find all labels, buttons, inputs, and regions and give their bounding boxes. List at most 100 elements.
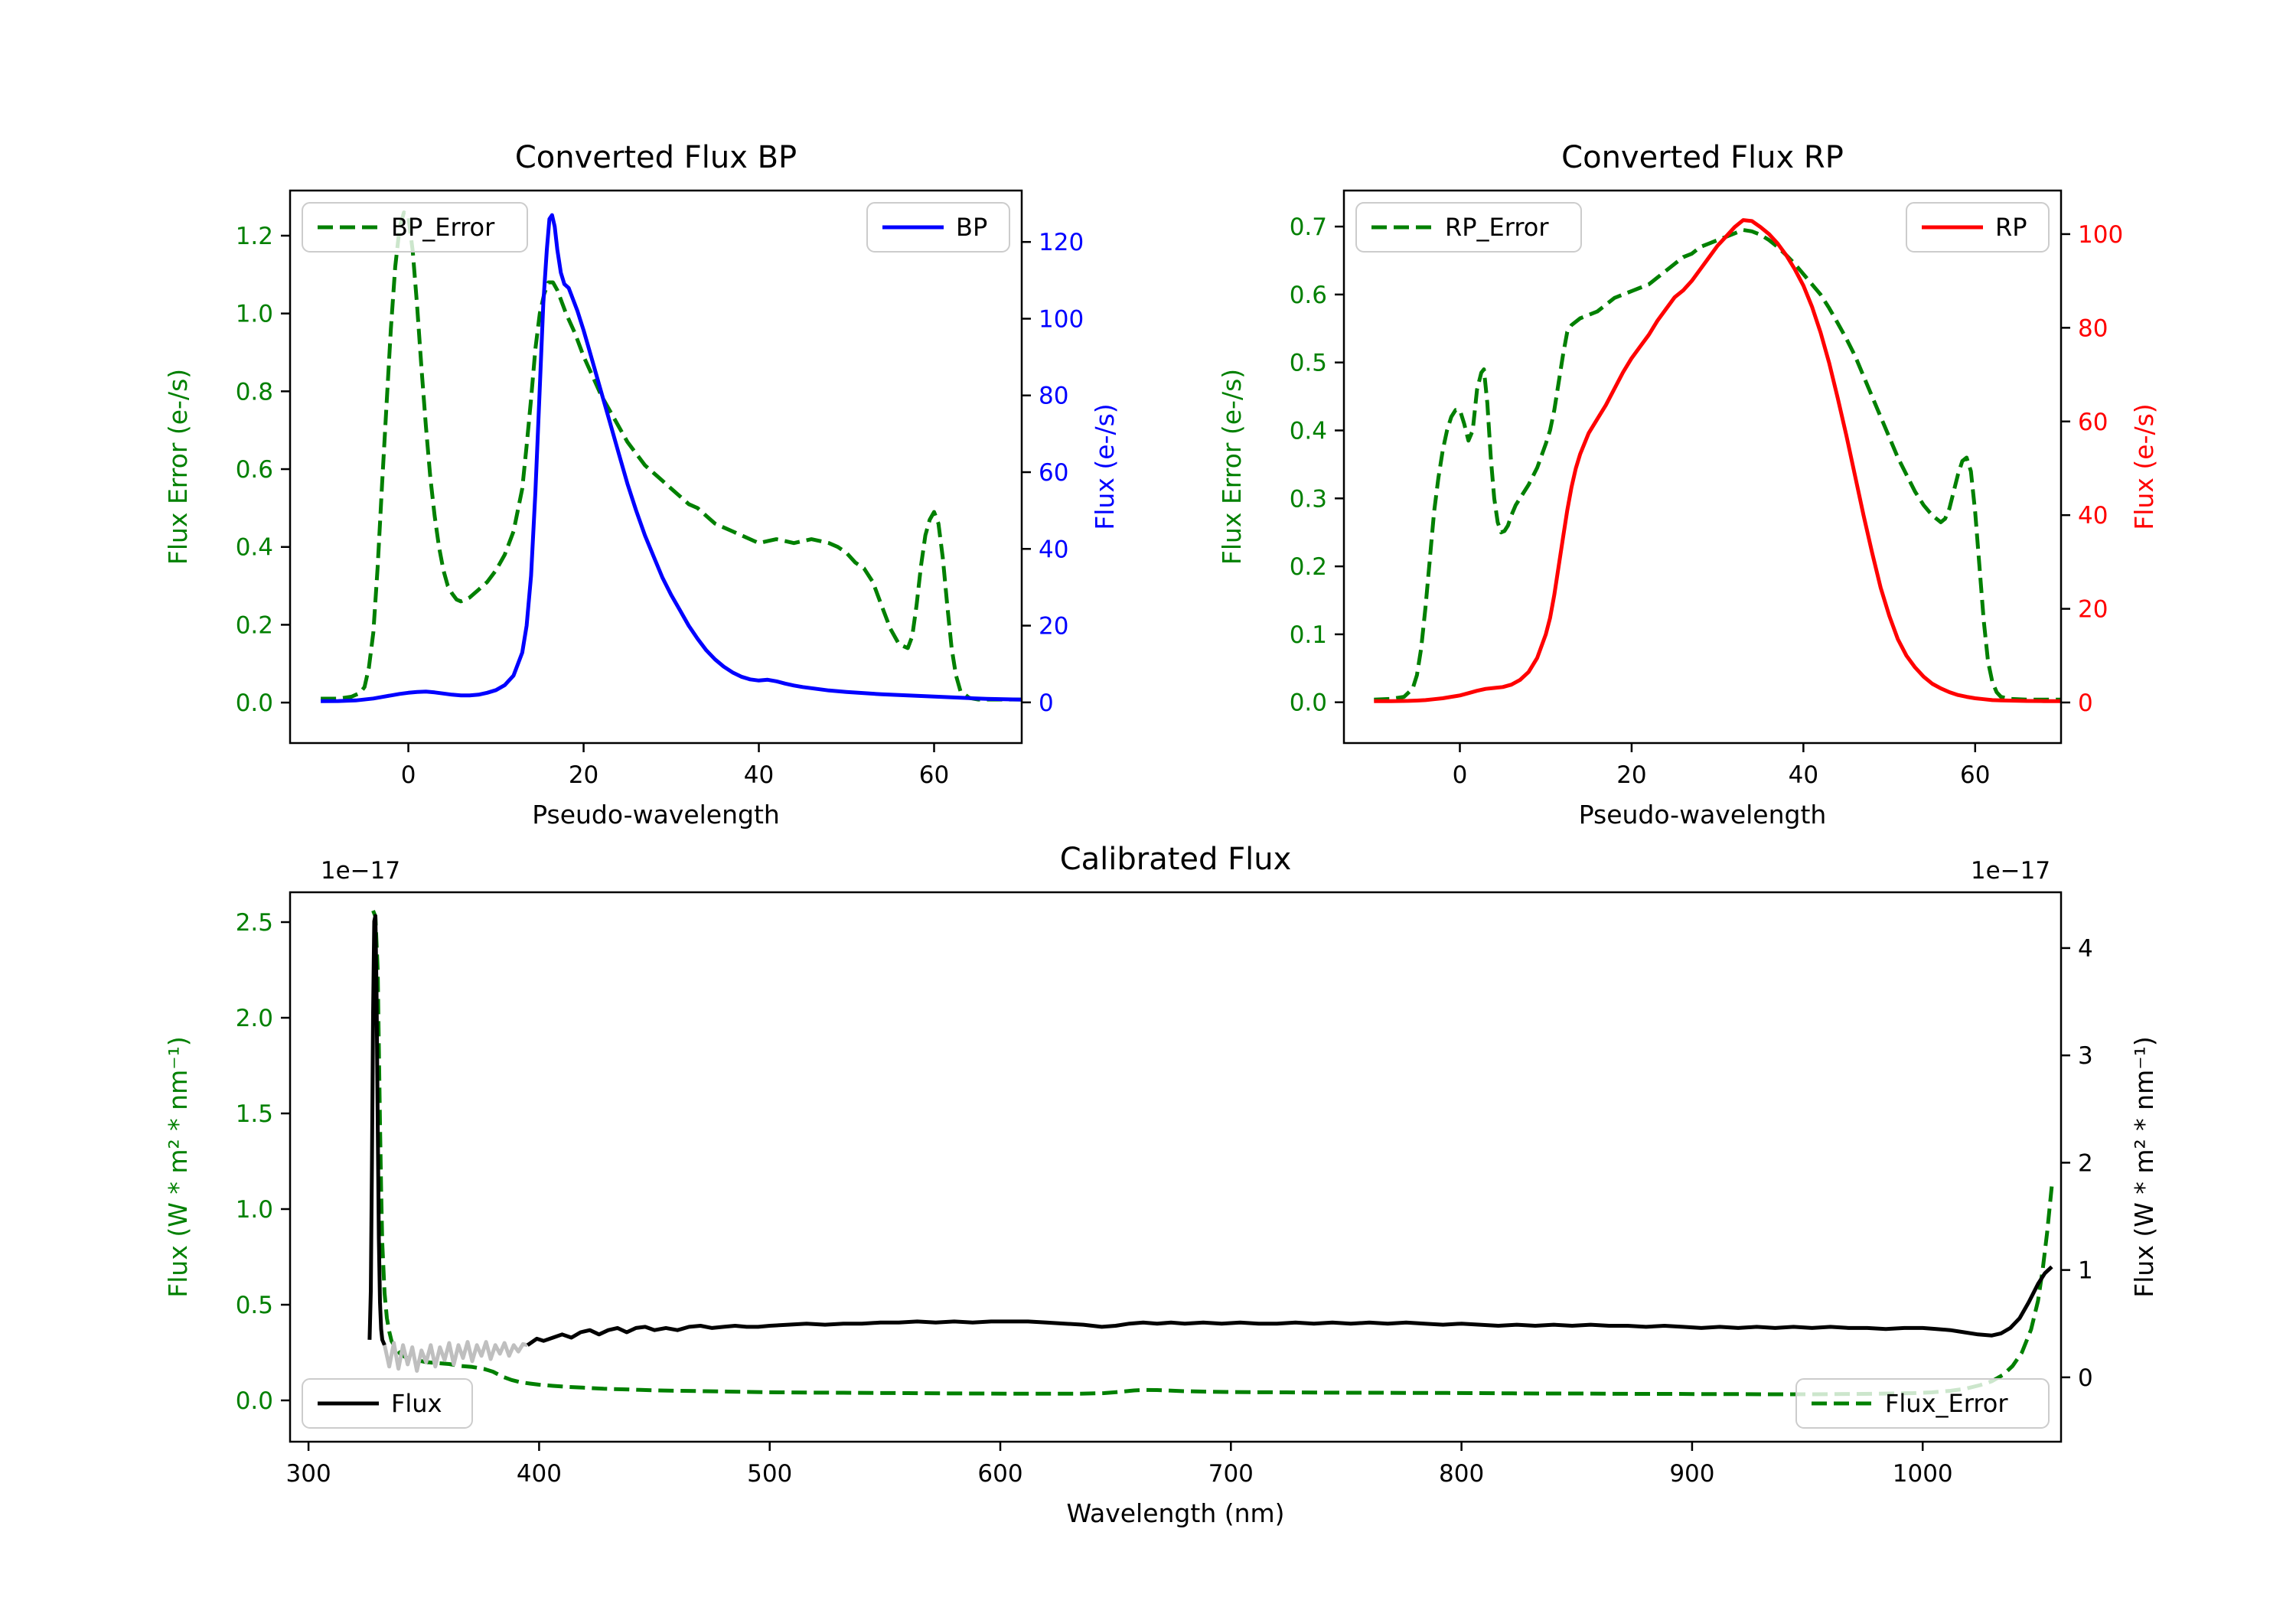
left-tick-label: 0.0	[236, 1387, 273, 1415]
left-tick-label: 0.5	[236, 1292, 273, 1319]
right-tick-label: 100	[2078, 221, 2123, 249]
plot-area-bp	[321, 210, 1022, 703]
x-tick-label: 60	[1960, 761, 1990, 789]
legend-box	[1355, 202, 1582, 253]
series-BP	[321, 213, 1022, 703]
x-axis-label: Pseudo-wavelength	[1579, 800, 1827, 830]
right-tick-label: 2	[2078, 1149, 2093, 1177]
right-axis-label: Flux (e-/s)	[2129, 403, 2159, 530]
left-tick-label: 1.2	[236, 223, 273, 250]
chart-bp: 0 20 40 60 0.0 0.2 0.4 0.6 0.8 1.0 1.2 0 20 40 60 80 100…	[163, 140, 1120, 830]
chart-title-cal: Calibrated Flux	[1060, 842, 1292, 877]
right-tick-label: 60	[2078, 409, 2108, 436]
chart-rp: 0 20 40 60 0.0 0.1 0.2 0.3 0.4 0.5 0.6 0.7 0 20 40 60 80…	[1217, 140, 2159, 830]
series-BP_Error	[321, 210, 1022, 702]
series-Flux_uv_spike	[367, 914, 386, 1346]
x-tick-label: 500	[747, 1460, 792, 1488]
left-tick-label: 0.6	[236, 456, 273, 484]
left-tick-label: 0.3	[1290, 485, 1327, 513]
right-tick-label: 120	[1039, 229, 1084, 256]
left-tick-label: 1.5	[236, 1100, 273, 1128]
left-tick-label: 0.4	[236, 534, 273, 562]
x-tick-label: 1000	[1893, 1460, 1953, 1488]
right-tick-label: 40	[1039, 536, 1068, 563]
legend-label: Flux_Error	[1885, 1389, 2008, 1418]
x-tick-label: 800	[1439, 1460, 1484, 1488]
right-axis-label: Flux (W * m² * nm⁻¹)	[2129, 1036, 2159, 1298]
left-tick-label: 1.0	[236, 301, 273, 328]
left-tick-label: 2.5	[236, 909, 273, 937]
axes-frame-bp	[289, 189, 1023, 745]
left-tick-label: 0.2	[236, 611, 273, 639]
legend-BP: BP	[866, 202, 1010, 253]
legend-Flux_Error: Flux_Error	[1795, 1378, 2050, 1429]
left-axis-label: Flux Error (e-/s)	[1217, 369, 1247, 565]
x-tick-label: 900	[1669, 1460, 1714, 1488]
legend-label: RP	[1995, 213, 2027, 242]
right-tick-label: 100	[1039, 305, 1084, 333]
x-axis-label: Wavelength (nm)	[1066, 1498, 1284, 1528]
axes-frame-cal	[289, 891, 2063, 1443]
legend-BP_Error: BP_Error	[302, 202, 528, 253]
legend-label: RP_Error	[1445, 213, 1549, 242]
legend-label: BP	[956, 213, 987, 242]
x-tick-label: 300	[286, 1460, 331, 1488]
left-tick-label: 0.0	[236, 689, 273, 717]
series-RP	[1374, 218, 2061, 703]
left-offset-text: 1e−17	[321, 857, 400, 885]
right-tick-label: 4	[2078, 935, 2093, 963]
plot-area-cal	[367, 910, 2054, 1397]
right-tick-label: 20	[2078, 596, 2108, 624]
legend-label: Flux	[391, 1389, 442, 1418]
x-tick-label: 20	[569, 761, 598, 789]
left-tick-label: 0.0	[1290, 689, 1327, 717]
right-tick-label: 0	[2078, 689, 2093, 717]
right-tick-label: 1	[2078, 1257, 2093, 1285]
legend-Flux: Flux	[302, 1378, 473, 1429]
right-tick-label: 80	[1039, 383, 1068, 410]
left-tick-label: 0.5	[1290, 350, 1327, 377]
right-tick-label: 0	[2078, 1364, 2093, 1392]
legend-box	[1795, 1378, 2050, 1429]
left-tick-label: 0.2	[1290, 553, 1327, 581]
legend-box	[302, 1378, 473, 1429]
legend-RP_Error: RP_Error	[1355, 202, 1582, 253]
series-Flux	[526, 1265, 2053, 1347]
right-tick-label: 40	[2078, 502, 2108, 530]
x-tick-label: 400	[517, 1460, 562, 1488]
right-tick-label: 60	[1039, 459, 1068, 487]
left-tick-label: 0.8	[236, 378, 273, 406]
right-tick-label: 20	[1039, 613, 1068, 641]
left-axis-label: Flux Error (e-/s)	[163, 369, 193, 565]
plot-area-rp	[1374, 218, 2061, 703]
x-tick-label: 0	[1453, 761, 1468, 789]
left-axis-label: Flux (W * m² * nm⁻¹)	[163, 1036, 193, 1298]
left-tick-label: 0.4	[1290, 417, 1327, 445]
left-tick-label: 1.0	[236, 1196, 273, 1224]
right-offset-text: 1e−17	[1971, 857, 2050, 885]
legend-label: BP_Error	[391, 213, 495, 242]
chart-cal: 300 400 500 600 700 800 900 1000 0.0 0.5 1.0 1.5 2.0…	[163, 842, 2159, 1528]
left-tick-label: 2.0	[236, 1005, 273, 1032]
x-tick-label: 40	[744, 761, 774, 789]
x-tick-label: 0	[401, 761, 416, 789]
x-tick-label: 40	[1789, 761, 1818, 789]
axes-frame-rp	[1342, 189, 2063, 745]
legend-RP: RP	[1906, 202, 2050, 253]
left-tick-label: 0.6	[1290, 282, 1327, 309]
x-tick-label: 20	[1616, 761, 1646, 789]
series-Flux_uv_region	[383, 1340, 528, 1373]
left-tick-label: 0.1	[1290, 621, 1327, 649]
series-RP_Error	[1374, 228, 2061, 702]
chart-title-bp: Converted Flux BP	[515, 140, 797, 175]
chart-title-rp: Converted Flux RP	[1561, 140, 1844, 175]
right-tick-label: 0	[1039, 689, 1054, 717]
right-axis-label: Flux (e-/s)	[1090, 403, 1120, 530]
x-tick-label: 600	[977, 1460, 1022, 1488]
x-axis-label: Pseudo-wavelength	[532, 800, 780, 830]
right-tick-label: 3	[2078, 1042, 2093, 1070]
x-tick-label: 700	[1208, 1460, 1254, 1488]
x-tick-label: 60	[919, 761, 949, 789]
